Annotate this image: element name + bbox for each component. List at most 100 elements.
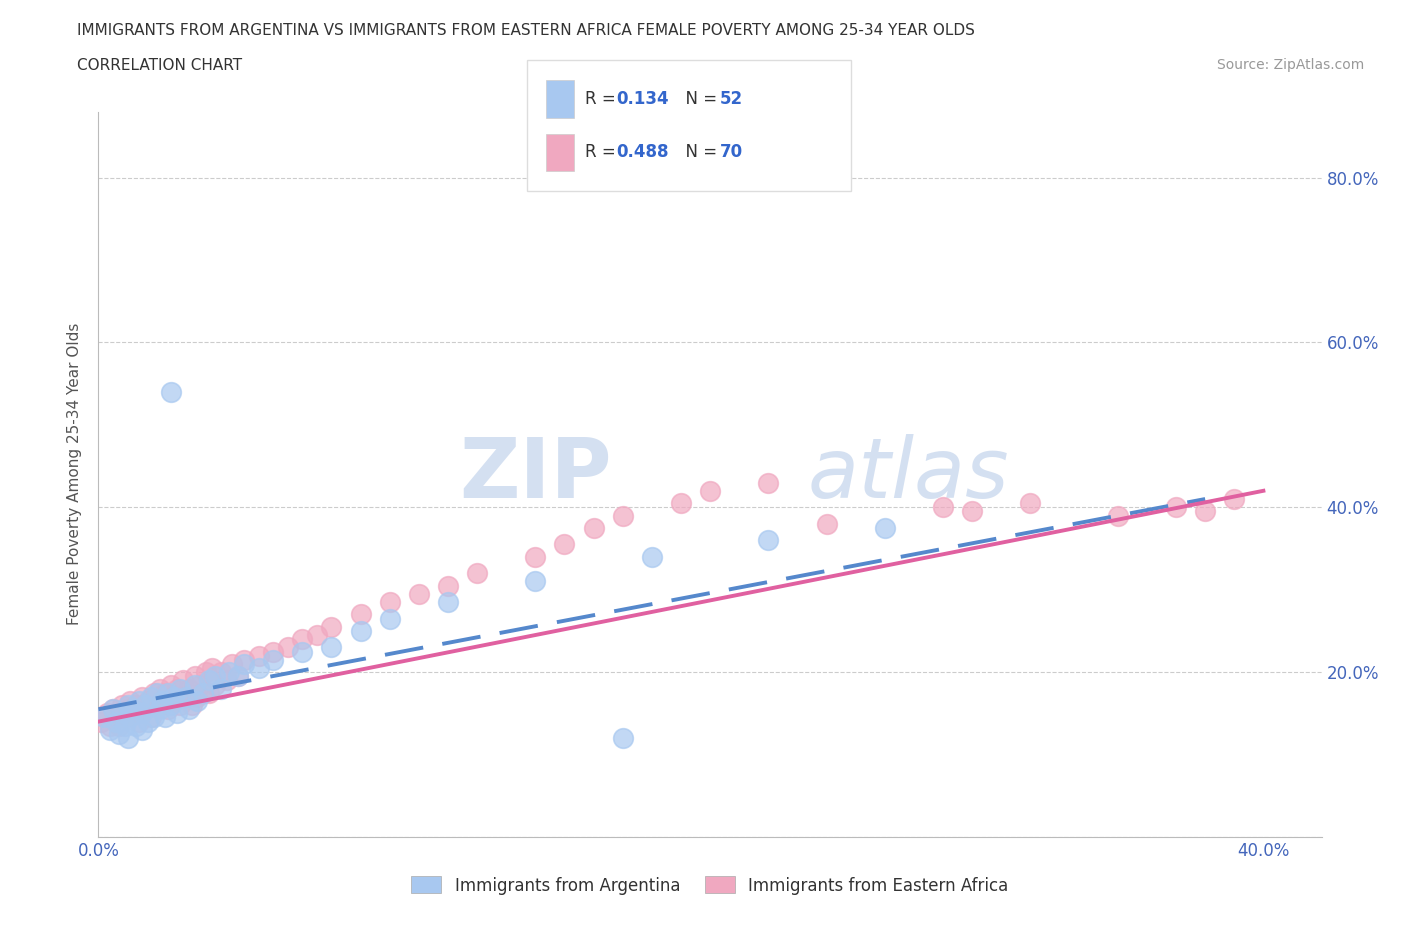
Point: [125, 718, 148, 733]
Point: [111, 706, 134, 721]
Point: [174, 689, 197, 704]
Text: 52: 52: [720, 90, 742, 108]
Point: [209, 665, 232, 680]
Point: [226, 669, 249, 684]
Point: [128, 694, 150, 709]
Point: [408, 587, 430, 602]
Point: [195, 665, 218, 680]
Point: [218, 665, 240, 680]
Point: [177, 681, 200, 696]
Point: [139, 710, 162, 724]
Point: [378, 594, 401, 609]
Text: N =: N =: [675, 90, 723, 108]
Point: [437, 594, 460, 609]
Text: N =: N =: [675, 143, 723, 161]
Point: [247, 648, 270, 663]
Point: [160, 384, 183, 399]
Point: [215, 673, 238, 688]
Point: [277, 640, 299, 655]
Point: [117, 731, 139, 746]
Point: [177, 702, 200, 717]
Point: [160, 677, 183, 692]
Point: [204, 677, 226, 692]
Point: [142, 685, 165, 700]
Point: [180, 698, 202, 712]
Point: [873, 521, 896, 536]
Point: [114, 710, 136, 724]
Y-axis label: Female Poverty Among 25-34 Year Olds: Female Poverty Among 25-34 Year Olds: [67, 323, 83, 626]
Text: Source: ZipAtlas.com: Source: ZipAtlas.com: [1216, 58, 1364, 72]
Point: [174, 689, 197, 704]
Point: [1019, 496, 1042, 511]
Point: [612, 508, 634, 523]
Point: [612, 731, 634, 746]
Point: [169, 698, 191, 712]
Text: 70: 70: [720, 143, 742, 161]
Point: [582, 521, 605, 536]
Point: [221, 657, 243, 671]
Point: [108, 718, 131, 733]
Legend: Immigrants from Argentina, Immigrants from Eastern Africa: Immigrants from Argentina, Immigrants fr…: [405, 870, 1015, 901]
Point: [169, 681, 191, 696]
Point: [98, 718, 121, 733]
Point: [349, 623, 371, 638]
Text: atlas: atlas: [808, 433, 1010, 515]
Point: [756, 475, 779, 490]
Point: [111, 698, 134, 712]
Point: [960, 504, 983, 519]
Text: CORRELATION CHART: CORRELATION CHART: [77, 58, 242, 73]
Point: [349, 607, 371, 622]
Point: [98, 723, 121, 737]
Point: [157, 685, 180, 700]
Point: [134, 702, 156, 717]
Point: [183, 669, 205, 684]
Point: [291, 644, 314, 659]
Point: [233, 652, 256, 667]
Point: [155, 685, 177, 700]
Point: [131, 689, 153, 704]
Point: [553, 537, 575, 551]
Point: [201, 660, 224, 675]
Point: [262, 652, 284, 667]
Point: [117, 702, 139, 717]
Point: [1107, 508, 1129, 523]
Point: [163, 689, 186, 704]
Point: [193, 685, 215, 700]
Text: 0.134: 0.134: [616, 90, 668, 108]
Point: [305, 628, 328, 643]
Point: [756, 533, 779, 548]
Point: [291, 631, 314, 646]
Point: [149, 681, 172, 696]
Point: [699, 484, 721, 498]
Point: [120, 694, 142, 709]
Point: [166, 681, 188, 696]
Point: [166, 706, 188, 721]
Point: [198, 685, 221, 700]
Point: [524, 574, 547, 589]
Point: [172, 673, 194, 688]
Point: [136, 714, 159, 729]
Point: [321, 640, 343, 655]
Point: [136, 694, 159, 709]
Point: [465, 565, 488, 580]
Text: ZIP: ZIP: [460, 433, 612, 515]
Point: [160, 698, 183, 712]
Point: [183, 677, 205, 692]
Point: [247, 660, 270, 675]
Point: [157, 702, 180, 717]
Point: [152, 698, 174, 712]
Point: [186, 689, 208, 704]
Point: [186, 694, 208, 709]
Text: R =: R =: [585, 90, 621, 108]
Point: [193, 685, 215, 700]
Point: [96, 706, 118, 721]
Point: [233, 657, 256, 671]
Point: [163, 694, 186, 709]
Point: [145, 685, 167, 700]
Point: [122, 706, 145, 721]
Point: [262, 644, 284, 659]
Text: 0.488: 0.488: [616, 143, 668, 161]
Point: [134, 698, 156, 712]
Point: [142, 710, 165, 724]
Point: [131, 706, 153, 721]
